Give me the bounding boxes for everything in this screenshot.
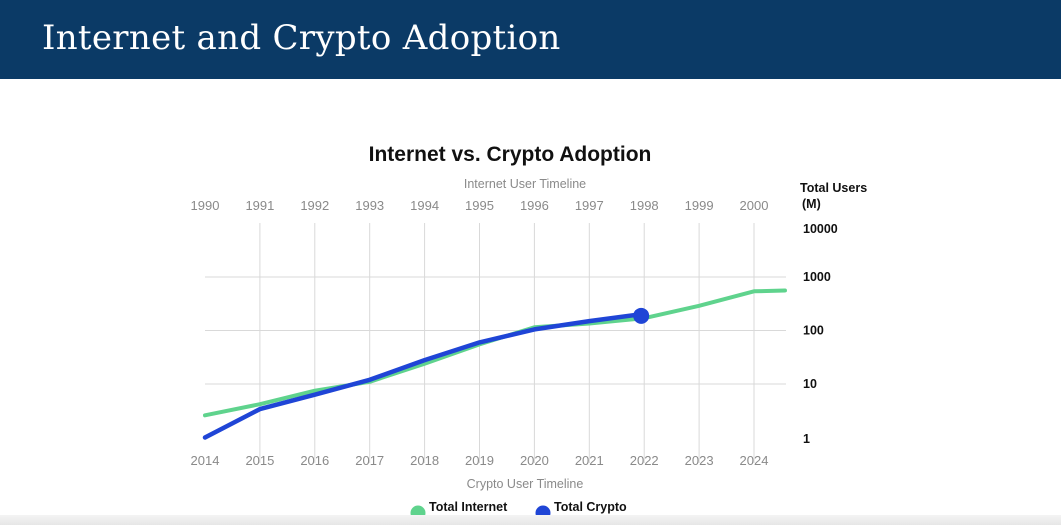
series-layer	[202, 288, 787, 440]
label-layer: 1990 1991 1992 1993 1994 1995 1996 1997 1998 1999…	[191, 198, 838, 468]
slide-title: Internet and Crypto Adoption	[42, 18, 561, 58]
y-tick-label: 1000	[803, 270, 831, 284]
adoption-chart: Internet vs. Crypto Adoption Internet Us…	[191, 143, 868, 525]
crypto-users-end-marker	[633, 307, 650, 324]
y-tick-label: 10000	[803, 222, 838, 236]
chart-title: Internet vs. Crypto Adoption	[369, 143, 652, 166]
internet-users-line	[203, 288, 787, 418]
top-axis-label: Internet User Timeline	[464, 177, 586, 191]
slide-header: Internet and Crypto Adoption	[0, 0, 1061, 79]
bottom-tick-label: 2017	[355, 453, 384, 468]
bottom-tick-label: 2015	[245, 453, 274, 468]
crypto-users-line	[202, 311, 647, 440]
top-tick-label: 1999	[685, 198, 714, 213]
top-tick-label: 1993	[355, 198, 384, 213]
bottom-tick-label: 2014	[191, 453, 220, 468]
bottom-tick-label: 2019	[465, 453, 494, 468]
grid-layer	[205, 223, 786, 463]
top-tick-label: 1997	[575, 198, 604, 213]
top-tick-label: 1991	[245, 198, 274, 213]
bottom-tick-label: 2021	[575, 453, 604, 468]
top-tick-label: 1998	[630, 198, 659, 213]
bottom-tick-label: 2022	[630, 453, 659, 468]
bottom-tick-label: 2018	[410, 453, 439, 468]
y-tick-label: 100	[803, 324, 824, 338]
top-tick-label: 1990	[191, 198, 220, 213]
top-tick-label: 1995	[465, 198, 494, 213]
bottom-axis-label: Crypto User Timeline	[467, 477, 584, 491]
bottom-tick-label: 2020	[520, 453, 549, 468]
y-axis-label-line1: Total Users	[800, 181, 867, 195]
bottom-tick-label: 2024	[740, 453, 769, 468]
chart-container: Internet vs. Crypto Adoption Internet Us…	[0, 79, 1061, 525]
y-tick-label: 10	[803, 377, 817, 391]
top-tick-label: 1992	[300, 198, 329, 213]
bottom-edge	[0, 515, 1061, 525]
bottom-tick-label: 2023	[685, 453, 714, 468]
top-tick-label: 1996	[520, 198, 549, 213]
bottom-tick-label: 2016	[300, 453, 329, 468]
legend-label-line1: Total Crypto	[554, 500, 627, 514]
legend-label-line1: Total Internet	[429, 500, 508, 514]
y-axis-label-line2: (M)	[802, 197, 821, 211]
y-tick-label: 1	[803, 432, 810, 446]
top-tick-label: 2000	[740, 198, 769, 213]
top-tick-label: 1994	[410, 198, 439, 213]
